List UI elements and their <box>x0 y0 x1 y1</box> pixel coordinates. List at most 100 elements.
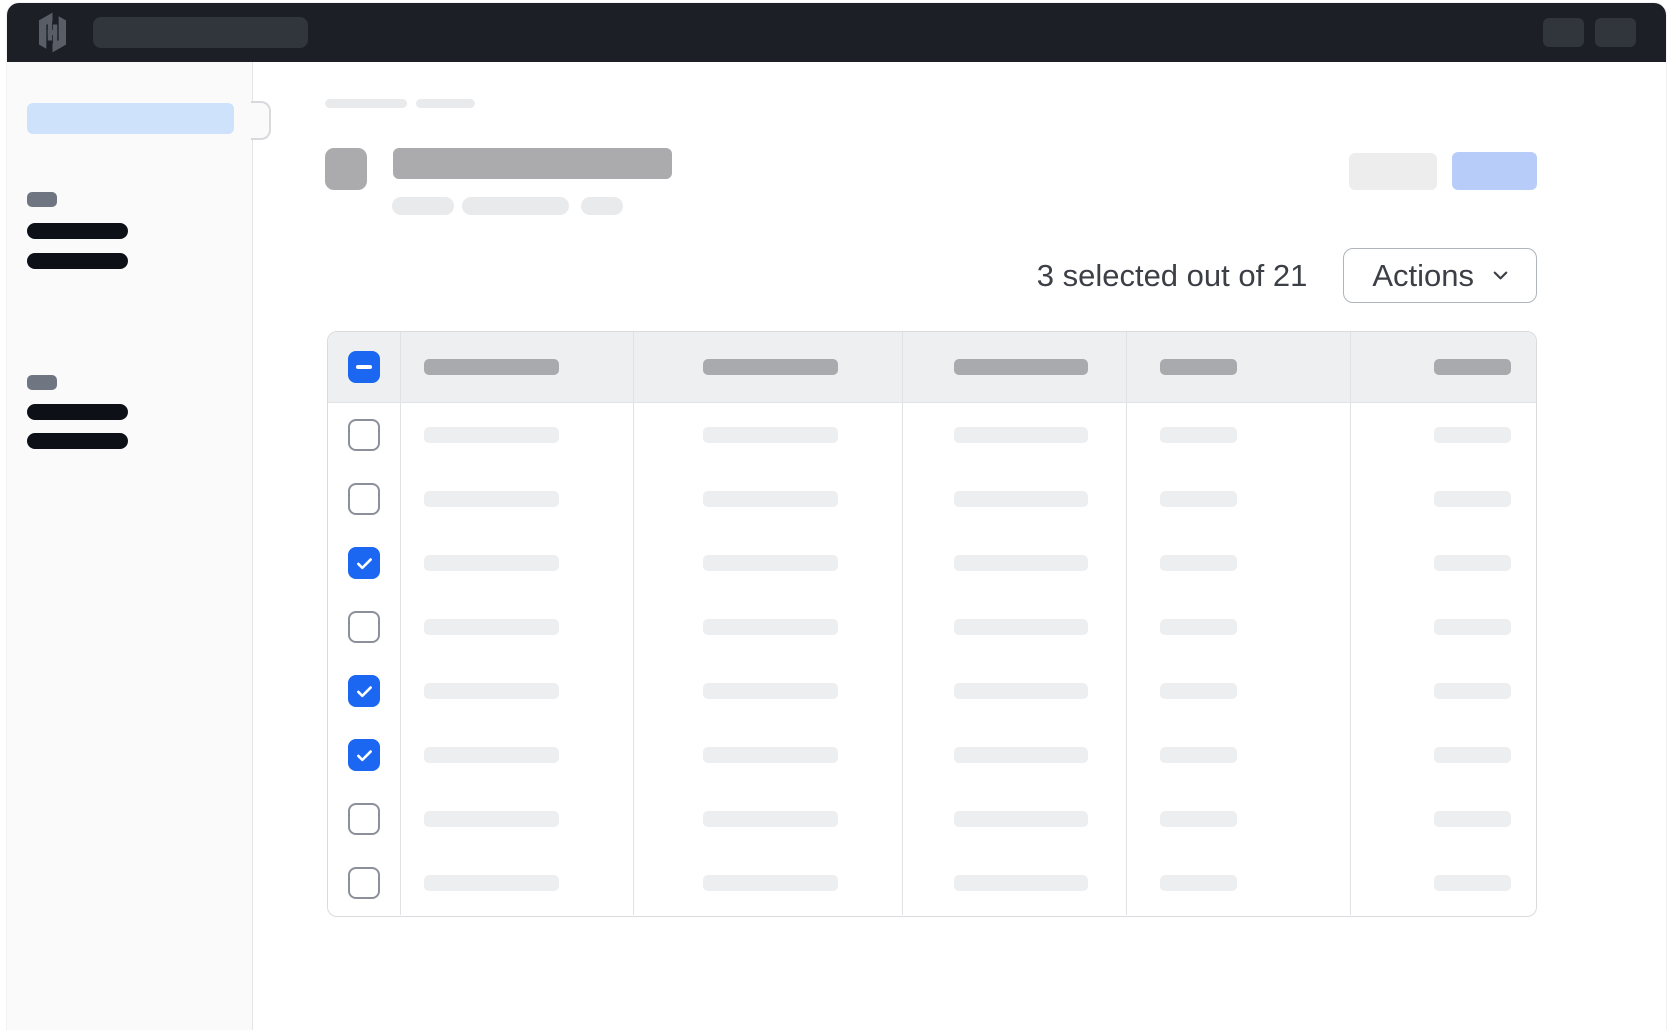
cell-text-skeleton <box>1434 875 1511 891</box>
sidebar-active-item-skeleton[interactable] <box>27 103 234 134</box>
cell-text-skeleton <box>954 747 1088 763</box>
cell-text-skeleton <box>954 811 1088 827</box>
nav-button-skeleton-1[interactable] <box>1543 18 1584 47</box>
app-window: 3 selected out of 21 Actions <box>7 3 1666 1030</box>
select-all-checkbox[interactable] <box>348 351 380 383</box>
page-icon-skeleton <box>325 148 367 190</box>
main-content: 3 selected out of 21 Actions <box>253 62 1666 1030</box>
cell-text-skeleton <box>424 811 559 827</box>
check-icon <box>356 749 372 761</box>
cell-text-skeleton <box>703 811 838 827</box>
cell-text-skeleton <box>1160 555 1237 571</box>
cell-text-skeleton <box>1434 619 1511 635</box>
column-header-skeleton <box>1434 359 1511 375</box>
cell-text-skeleton <box>1434 683 1511 699</box>
table-body <box>328 403 1536 915</box>
cell-text-skeleton <box>954 875 1088 891</box>
cell-text-skeleton <box>1160 683 1237 699</box>
actions-button[interactable]: Actions <box>1343 248 1537 303</box>
row-checkbox[interactable] <box>348 803 380 835</box>
cell-text-skeleton <box>954 683 1088 699</box>
cell-text-skeleton <box>1434 555 1511 571</box>
column-header-skeleton <box>1160 359 1237 375</box>
row-checkbox[interactable] <box>348 483 380 515</box>
actions-button-label: Actions <box>1372 257 1474 293</box>
sidebar-collapse-toggle[interactable] <box>251 101 271 140</box>
column-header-skeleton <box>954 359 1088 375</box>
selection-summary: 3 selected out of 21 <box>1036 257 1308 293</box>
cell-text-skeleton <box>1434 811 1511 827</box>
breadcrumb-item-skeleton[interactable] <box>325 99 407 108</box>
row-checkbox[interactable] <box>348 867 380 899</box>
cell-text-skeleton <box>954 491 1088 507</box>
page-meta-skeleton <box>462 197 569 215</box>
table-row <box>328 723 1536 787</box>
cell-text-skeleton <box>1160 875 1237 891</box>
page-meta-skeleton <box>392 197 454 215</box>
cell-text-skeleton <box>1160 747 1237 763</box>
cell-text-skeleton <box>424 555 559 571</box>
cell-text-skeleton <box>1160 619 1237 635</box>
cell-text-skeleton <box>424 747 559 763</box>
cell-text-skeleton <box>703 619 838 635</box>
secondary-button-skeleton[interactable] <box>1349 153 1437 190</box>
cell-text-skeleton <box>1434 427 1511 443</box>
table-row <box>328 787 1536 851</box>
cell-text-skeleton <box>1160 491 1237 507</box>
sidebar-section-label-skeleton <box>27 192 57 207</box>
table-row <box>328 659 1536 723</box>
table-row <box>328 403 1536 467</box>
table-row <box>328 467 1536 531</box>
chevron-down-icon <box>1493 271 1508 280</box>
table-header-row <box>328 332 1536 403</box>
sidebar-section-label-skeleton <box>27 375 57 390</box>
top-nav <box>7 3 1666 62</box>
selection-bar: 3 selected out of 21 Actions <box>1037 248 1537 303</box>
sidebar-item-skeleton[interactable] <box>27 223 128 239</box>
column-header-skeleton <box>703 359 838 375</box>
cell-text-skeleton <box>703 427 838 443</box>
row-checkbox[interactable] <box>348 419 380 451</box>
table-row <box>328 851 1536 915</box>
row-checkbox[interactable] <box>348 547 380 579</box>
sidebar <box>7 62 271 1030</box>
minus-icon <box>356 365 372 369</box>
nav-button-skeleton-2[interactable] <box>1595 18 1636 47</box>
cell-text-skeleton <box>954 555 1088 571</box>
cell-text-skeleton <box>1434 491 1511 507</box>
row-checkbox[interactable] <box>348 611 380 643</box>
cell-text-skeleton <box>424 491 559 507</box>
cell-text-skeleton <box>703 491 838 507</box>
cell-text-skeleton <box>424 875 559 891</box>
cell-text-skeleton <box>1434 747 1511 763</box>
cell-text-skeleton <box>703 683 838 699</box>
primary-button-skeleton[interactable] <box>1452 152 1537 190</box>
hashicorp-logo-icon <box>38 12 67 53</box>
cell-text-skeleton <box>424 427 559 443</box>
cell-text-skeleton <box>954 619 1088 635</box>
search-input-skeleton[interactable] <box>93 17 308 48</box>
table-row <box>328 531 1536 595</box>
sidebar-item-skeleton[interactable] <box>27 433 128 449</box>
cell-text-skeleton <box>1160 811 1237 827</box>
check-icon <box>356 685 372 697</box>
check-icon <box>356 557 372 569</box>
page-meta-skeleton <box>581 197 623 215</box>
column-header-skeleton <box>424 359 559 375</box>
cell-text-skeleton <box>424 619 559 635</box>
cell-text-skeleton <box>954 427 1088 443</box>
row-checkbox[interactable] <box>348 739 380 771</box>
sidebar-item-skeleton[interactable] <box>27 253 128 269</box>
page-title-skeleton <box>393 148 672 179</box>
cell-text-skeleton <box>1160 427 1237 443</box>
top-nav-actions <box>1543 18 1636 47</box>
cell-text-skeleton <box>703 747 838 763</box>
sidebar-item-skeleton[interactable] <box>27 404 128 420</box>
breadcrumb-item-skeleton[interactable] <box>416 99 475 108</box>
cell-text-skeleton <box>424 683 559 699</box>
cell-text-skeleton <box>703 555 838 571</box>
cell-text-skeleton <box>703 875 838 891</box>
row-checkbox[interactable] <box>348 675 380 707</box>
table-row <box>328 595 1536 659</box>
data-table <box>327 331 1537 917</box>
